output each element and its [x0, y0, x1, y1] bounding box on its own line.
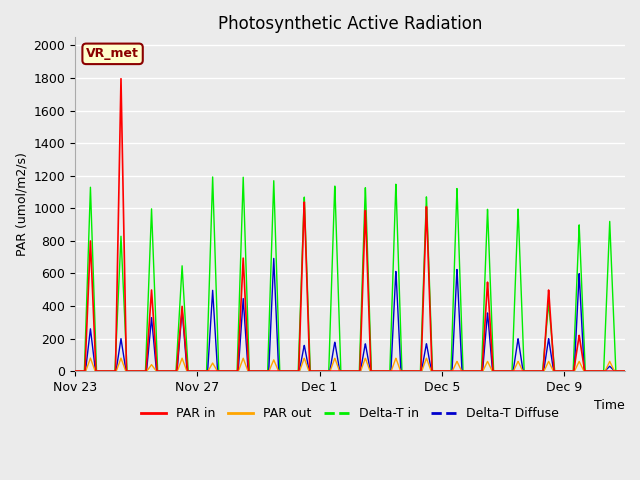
- Legend: PAR in, PAR out, Delta-T in, Delta-T Diffuse: PAR in, PAR out, Delta-T in, Delta-T Dif…: [136, 402, 564, 425]
- Title: Photosynthetic Active Radiation: Photosynthetic Active Radiation: [218, 15, 483, 33]
- Y-axis label: PAR (umol/m2/s): PAR (umol/m2/s): [15, 152, 28, 256]
- Text: VR_met: VR_met: [86, 48, 139, 60]
- X-axis label: Time: Time: [595, 399, 625, 412]
